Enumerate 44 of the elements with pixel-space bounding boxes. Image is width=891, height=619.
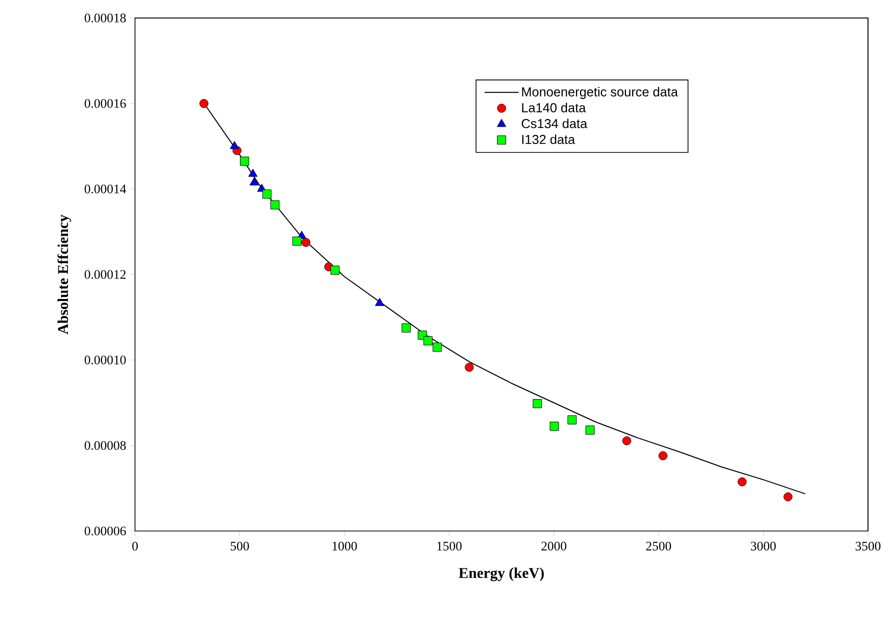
x-tick-label: 500 bbox=[230, 542, 249, 550]
point bbox=[568, 415, 577, 424]
legend-label: Monoenergetic source data bbox=[522, 86, 678, 100]
point bbox=[292, 236, 302, 246]
point bbox=[262, 190, 272, 199]
point bbox=[250, 177, 259, 186]
point bbox=[532, 399, 542, 408]
y-tick-label: 0.00008 bbox=[84, 441, 126, 450]
point bbox=[248, 168, 258, 177]
y-tick-label: 0.00014 bbox=[84, 184, 126, 194]
point bbox=[432, 342, 442, 352]
x-tick-label: 2000 bbox=[541, 542, 566, 550]
point bbox=[301, 238, 310, 247]
point bbox=[464, 362, 474, 372]
y-tick-label: 0.00010 bbox=[84, 356, 126, 364]
y-tick-label: 0.00012 bbox=[84, 270, 126, 279]
x-tick-label: 3000 bbox=[750, 542, 776, 550]
x-axis-title: Energy (keV) bbox=[458, 568, 544, 582]
y-tick-label: 0.00018 bbox=[84, 14, 126, 22]
point bbox=[270, 200, 280, 210]
point bbox=[402, 323, 411, 332]
point bbox=[658, 451, 668, 460]
point bbox=[330, 266, 340, 275]
x-tick-label: 3500 bbox=[856, 542, 880, 550]
point bbox=[230, 140, 240, 149]
point bbox=[375, 298, 384, 306]
x-tick-label: 1500 bbox=[437, 542, 462, 550]
point bbox=[586, 426, 595, 435]
x-tick-label: 1000 bbox=[332, 542, 357, 550]
point bbox=[784, 492, 792, 502]
y-tick-label: 0.00016 bbox=[84, 99, 126, 108]
point bbox=[622, 436, 632, 446]
point bbox=[738, 477, 747, 486]
legend-label: Cs134 data bbox=[522, 118, 588, 128]
legend-label: La140 data bbox=[522, 102, 586, 112]
x-tick-label: 0 bbox=[132, 542, 138, 550]
y-tick-label: 0.00006 bbox=[84, 526, 126, 536]
legend-label: I132 data bbox=[522, 134, 576, 144]
point bbox=[240, 156, 250, 166]
point bbox=[199, 99, 208, 108]
y-axis-title: Absolute Effciency bbox=[57, 214, 72, 334]
point bbox=[423, 336, 433, 346]
x-tick-label: 2500 bbox=[646, 542, 672, 550]
point bbox=[550, 422, 559, 431]
